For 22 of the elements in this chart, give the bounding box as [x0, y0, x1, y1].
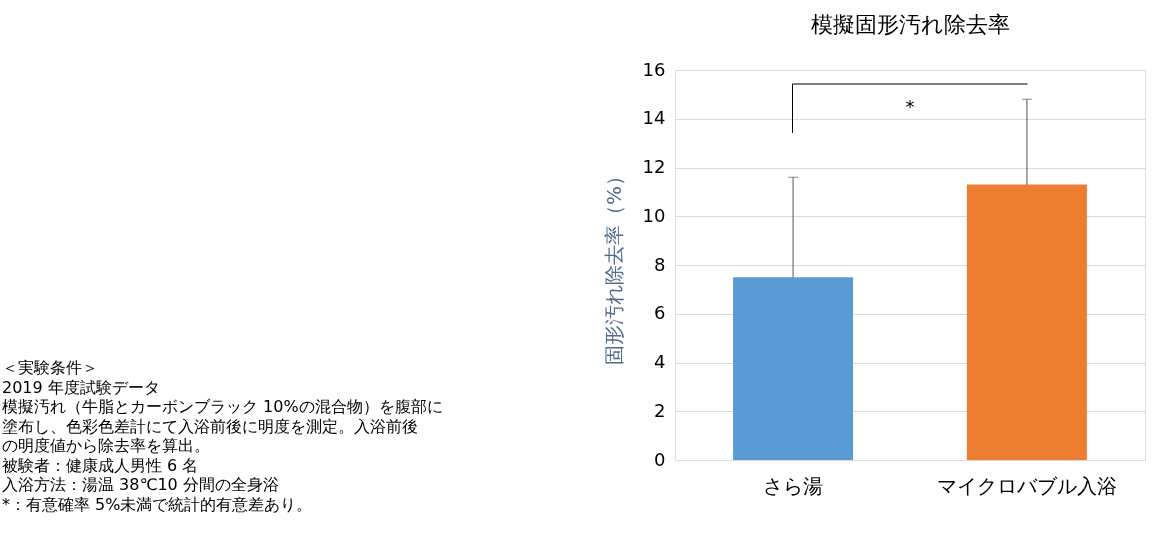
y-tick-label: 10	[642, 204, 666, 226]
text: ＜実験条件＞	[2, 358, 98, 377]
y-tick-label: 2	[654, 399, 666, 421]
text: 被験者：健康成人男性 6 名	[2, 455, 199, 475]
x-tick-label: さら湯	[763, 473, 824, 498]
y-tick-label: 6	[654, 302, 666, 324]
text: *：有意確率 5%未満で統計的有意差あり。	[2, 494, 313, 514]
text: 入浴方法：湯温 38℃10 分間の全身浴	[2, 475, 279, 494]
text: 模擬汚れ（牛脂とカーボンブラック 10%の混合物）を腹部に	[2, 397, 443, 416]
y-tick-label: 0	[654, 448, 666, 470]
chart-title: 模擬固形汚れ除去率	[810, 12, 1010, 37]
y-tick-label: 14	[642, 107, 666, 129]
text: の明度値から除去率を算出。	[2, 436, 210, 455]
y-tick-label: 16	[642, 58, 666, 80]
y-tick-label: 12	[642, 156, 666, 177]
text: 塗布し、色彩色差計にて入浴前後に明度を測定。入浴前後	[2, 416, 418, 436]
y-tick-label: 4	[654, 351, 666, 372]
text: 2019 年度試験データ	[2, 377, 160, 397]
y-tick-label: 8	[654, 253, 666, 275]
annotation: *	[905, 96, 915, 117]
y-axis-title: 固形汚れ除去率（%）	[601, 165, 626, 366]
x-tick-label: マイクロバブル入浴	[936, 473, 1117, 498]
